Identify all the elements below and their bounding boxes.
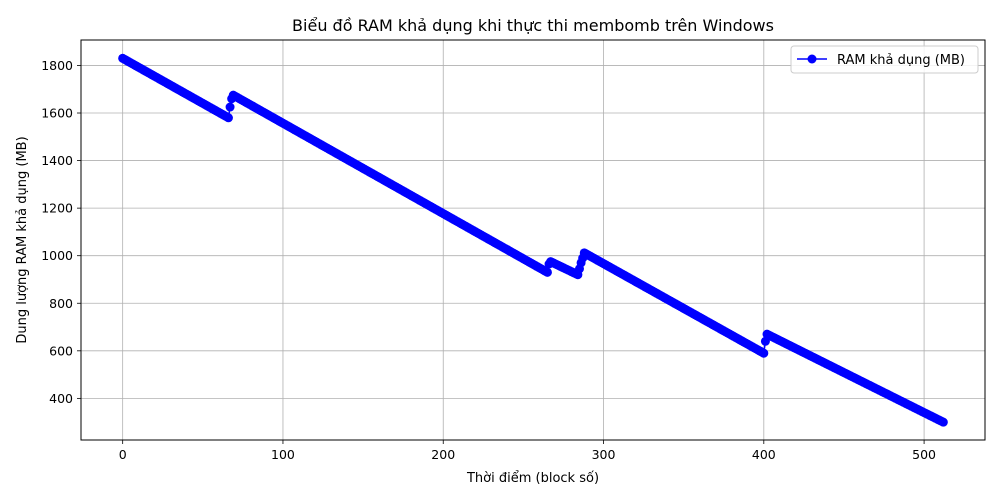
legend-label: RAM khả dụng (MB) bbox=[837, 53, 965, 68]
y-tick-label: 1800 bbox=[41, 58, 73, 73]
x-tick-label: 500 bbox=[912, 447, 936, 462]
y-tick-label: 400 bbox=[49, 391, 73, 406]
data-point bbox=[225, 102, 235, 112]
series-ram bbox=[118, 53, 948, 427]
chart-title: Biểu đồ RAM khả dụng khi thực thi membom… bbox=[292, 16, 774, 35]
legend: RAM khả dụng (MB) bbox=[790, 45, 979, 74]
data-point bbox=[223, 113, 233, 123]
y-tick-label: 1400 bbox=[41, 153, 73, 168]
y-tick-label: 1600 bbox=[41, 106, 73, 121]
legend-marker-sample bbox=[807, 54, 817, 64]
y-tick-label: 1200 bbox=[41, 201, 73, 216]
plot-frame bbox=[80, 39, 986, 441]
x-tick-label: 300 bbox=[592, 447, 616, 462]
y-axis-label: Dung lượng RAM khả dụng (MB) bbox=[15, 136, 30, 343]
axis-ticks: 0 100 200 300 400 500 400 600 800 1000 1200 1400 160… bbox=[41, 58, 936, 462]
x-tick-label: 200 bbox=[431, 447, 455, 462]
data-point bbox=[542, 267, 552, 277]
x-tick-label: 0 bbox=[119, 447, 127, 462]
data-point bbox=[759, 348, 769, 358]
x-axis-label: Thời điểm (block số) bbox=[466, 471, 599, 486]
x-tick-label: 400 bbox=[752, 447, 776, 462]
data-point bbox=[938, 417, 948, 427]
y-tick-label: 1000 bbox=[41, 248, 73, 263]
y-tick-label: 800 bbox=[49, 296, 73, 311]
x-tick-label: 100 bbox=[271, 447, 295, 462]
legend-box bbox=[790, 45, 979, 74]
y-tick-label: 600 bbox=[49, 343, 73, 358]
